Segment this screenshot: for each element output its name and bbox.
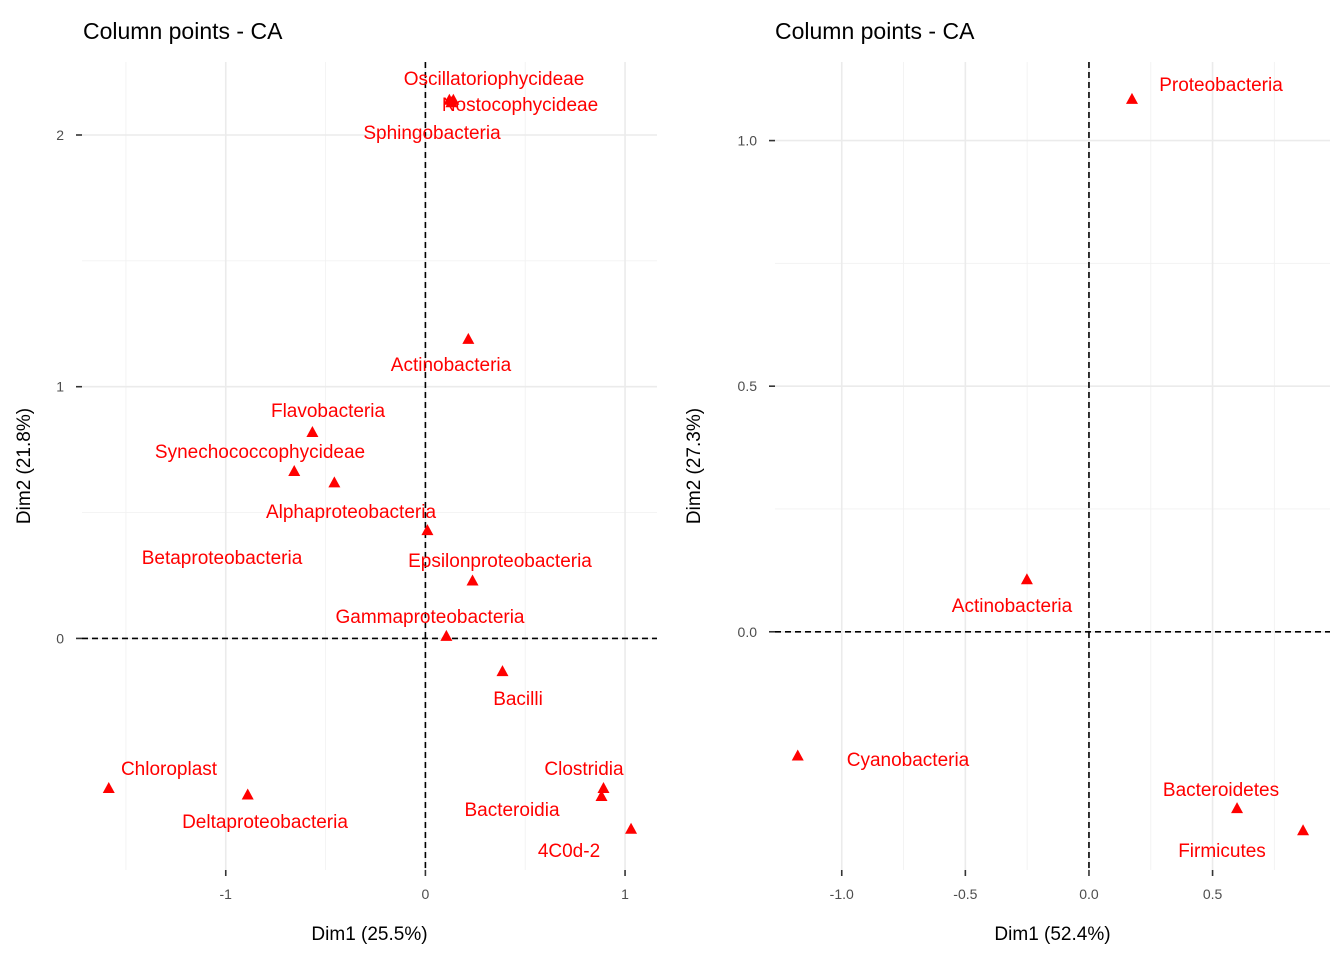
- x-tick-label: -1.0: [830, 886, 854, 902]
- point-label: Oscillatoriophycideae: [404, 69, 585, 90]
- y-tick-label: 1: [56, 379, 64, 395]
- y-axis-label: Dim2 (21.8%): [14, 408, 35, 524]
- point-label: Proteobacteria: [1159, 75, 1283, 96]
- chart-title: Column points - CA: [775, 18, 975, 44]
- y-tick-label: 0: [56, 630, 64, 646]
- point-label: Clostridia: [544, 759, 624, 780]
- point-label: Firmicutes: [1178, 841, 1266, 862]
- point-marker: [241, 788, 254, 800]
- y-tick-label: 0.5: [738, 378, 758, 394]
- point-label: Nostocophycideae: [442, 95, 598, 116]
- point-marker: [1125, 92, 1138, 104]
- point-marker: [445, 96, 458, 108]
- y-axis-label: Dim2 (27.3%): [684, 408, 705, 524]
- point-marker: [625, 822, 638, 834]
- point-marker: [328, 476, 341, 488]
- point-marker: [1020, 573, 1033, 585]
- point-marker: [288, 465, 301, 477]
- point-marker: [466, 574, 479, 586]
- point-label: Chloroplast: [121, 759, 218, 780]
- point-label: Cyanobacteria: [847, 750, 970, 771]
- point-label: Actinobacteria: [952, 596, 1073, 617]
- x-tick-label: -1: [220, 886, 233, 902]
- point-label: Deltaproteobacteria: [182, 812, 348, 833]
- x-axis-label: Dim1 (25.5%): [311, 924, 427, 945]
- point-marker: [440, 629, 453, 641]
- y-tick-label: 1.0: [738, 133, 758, 149]
- x-tick-label: 1: [621, 886, 629, 902]
- x-tick-label: -0.5: [953, 886, 977, 902]
- point-label: Bacilli: [493, 689, 543, 710]
- point-label: Epsilonproteobacteria: [408, 551, 592, 572]
- y-tick-label: 0.0: [738, 624, 758, 640]
- point-marker: [597, 781, 610, 793]
- y-tick-label: 2: [56, 127, 64, 143]
- point-label: 4C0d-2: [538, 841, 600, 862]
- x-tick-label: 0: [422, 886, 430, 902]
- x-tick-label: 0.5: [1203, 886, 1223, 902]
- point-label: Actinobacteria: [391, 355, 512, 376]
- point-label: Gammaproteobacteria: [335, 607, 524, 628]
- point-marker: [102, 781, 115, 793]
- panel-1: -1 0 1 0 1 2 Oscillatoriophycideae Nostocophyci…: [14, 18, 657, 945]
- chart-title: Column points - CA: [83, 18, 283, 44]
- point-marker: [421, 524, 434, 536]
- point-label: Flavobacteria: [271, 401, 385, 422]
- x-axis-label: Dim1 (52.4%): [994, 924, 1110, 945]
- point-marker: [1231, 802, 1244, 814]
- point-marker: [306, 426, 319, 438]
- point-marker: [462, 332, 475, 344]
- point-marker: [791, 749, 804, 761]
- panel-2: -1.0 -0.5 0.0 0.5 0.0 0.5 1.0 Proteobacteria Act…: [684, 18, 1330, 945]
- point-marker: [595, 789, 608, 801]
- x-tick-label: 0.0: [1079, 886, 1099, 902]
- point-label: Bacteroidia: [464, 800, 559, 821]
- point-label: Synechococcophycideae: [155, 442, 365, 463]
- point-label: Betaproteobacteria: [142, 548, 303, 569]
- point-label: Sphingobacteria: [363, 123, 501, 144]
- point-marker: [1297, 824, 1310, 836]
- point-label: Bacteroidetes: [1163, 780, 1279, 801]
- point-marker: [496, 665, 509, 677]
- point-label: Alphaproteobacteria: [266, 502, 436, 523]
